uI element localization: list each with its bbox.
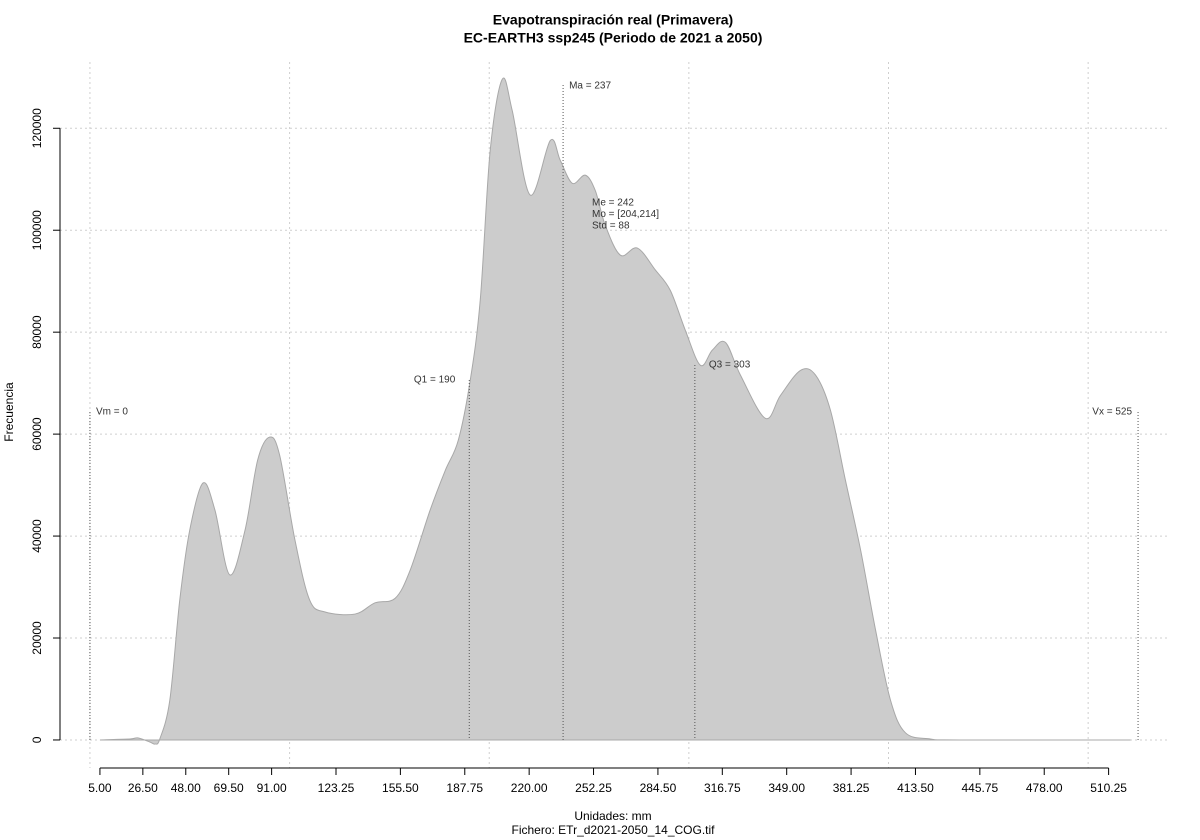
x-tick-label: 316.75: [704, 781, 741, 795]
stat-label: Mo = [204,214]: [592, 209, 659, 220]
annotation-label: Vm = 0: [96, 407, 128, 418]
x-tick-label: 26.50: [128, 781, 158, 795]
x-tick-label: 91.00: [257, 781, 287, 795]
x-tick-label: 478.00: [1026, 781, 1063, 795]
x-tick-label: 284.50: [640, 781, 677, 795]
y-axis-label: Frecuencia: [2, 382, 16, 442]
stat-label: Std = 88: [592, 221, 630, 232]
x-tick-label: 252.25: [575, 781, 612, 795]
caption: Fichero: ETr_d2021-2050_14_COG.tif: [512, 823, 716, 837]
x-axis-label: Unidades: mm: [574, 809, 651, 823]
x-tick-label: 349.00: [768, 781, 805, 795]
y-tick-label: 20000: [30, 621, 44, 655]
y-tick-label: 40000: [30, 519, 44, 553]
annotation-label: Q3 = 303: [709, 360, 751, 371]
x-tick-label: 123.25: [318, 781, 355, 795]
annotation-label: Ma = 237: [569, 81, 611, 92]
x-tick-label: 381.25: [833, 781, 870, 795]
x-tick-label: 413.50: [897, 781, 934, 795]
x-tick-label: 445.75: [961, 781, 998, 795]
x-tick-label: 155.50: [382, 781, 419, 795]
y-tick-label: 100000: [30, 210, 44, 250]
annotation-label: Vx = 525: [1092, 407, 1132, 418]
y-tick-label: 0: [30, 736, 44, 743]
y-tick-label: 120000: [30, 108, 44, 148]
x-tick-label: 187.75: [446, 781, 483, 795]
stat-label: Me = 242: [592, 198, 634, 209]
x-tick-label: 220.00: [511, 781, 548, 795]
density-area: [99, 77, 1131, 745]
x-tick-label: 510.25: [1090, 781, 1127, 795]
x-tick-label: 69.50: [214, 781, 244, 795]
y-tick-label: 60000: [30, 417, 44, 451]
chart-title: Evapotranspiración real (Primavera): [493, 12, 733, 28]
chart-subtitle: EC-EARTH3 ssp245 (Periodo de 2021 a 2050…: [464, 30, 763, 46]
annotation-label: Q1 = 190: [414, 375, 456, 386]
y-tick-label: 80000: [30, 315, 44, 349]
x-tick-label: 5.00: [88, 781, 112, 795]
x-tick-label: 48.00: [171, 781, 201, 795]
